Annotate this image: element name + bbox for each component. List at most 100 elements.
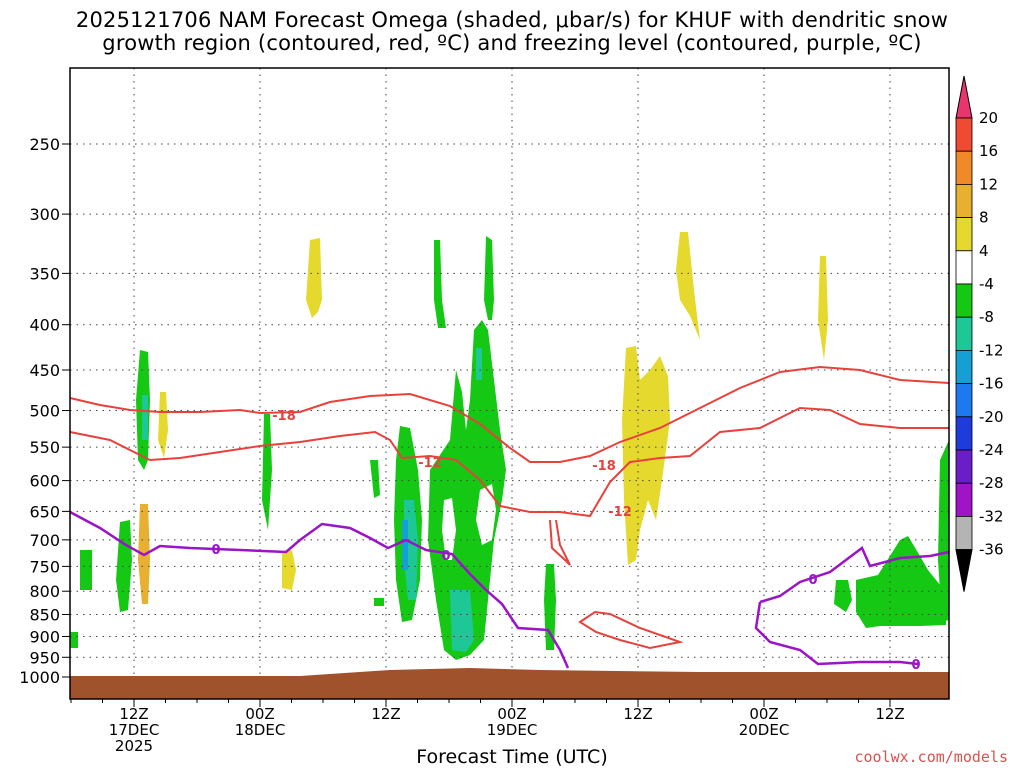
colorbar-label: -32 bbox=[979, 507, 1004, 525]
omega-region-11 bbox=[262, 414, 272, 530]
plot-frame bbox=[69, 67, 950, 700]
colorbar-label: 8 bbox=[979, 209, 989, 227]
omega-region-24 bbox=[450, 590, 474, 652]
y-tick-label: 350 bbox=[29, 264, 60, 283]
omega-region-26 bbox=[402, 520, 408, 570]
y-tick-label: 750 bbox=[29, 557, 60, 576]
dgz-contour-1 bbox=[69, 406, 949, 518]
colorbar-label: -16 bbox=[979, 375, 1004, 393]
colorbar-label: 4 bbox=[979, 242, 989, 260]
omega-region-9 bbox=[80, 550, 92, 590]
x-tick-label: 12Z bbox=[371, 705, 400, 723]
x-tick-label: 00Z bbox=[749, 705, 778, 723]
colorbar-label: -4 bbox=[979, 275, 994, 293]
dgz-label-2: -18 bbox=[592, 459, 616, 474]
colorbar-swatch-6 bbox=[955, 283, 973, 318]
dgz-contour-2 bbox=[549, 519, 571, 566]
freezing-label-2: 0 bbox=[808, 573, 817, 588]
x-tick-label: 2025 bbox=[115, 737, 153, 755]
dgz-label-0: -18 bbox=[272, 409, 296, 424]
omega-region-3 bbox=[676, 232, 700, 340]
x-tick-label: 12Z bbox=[119, 705, 148, 723]
colorbar-swatch-4 bbox=[955, 217, 973, 252]
omega-region-0 bbox=[306, 238, 322, 318]
y-tick-label: 650 bbox=[29, 502, 60, 521]
y-tick-label: 600 bbox=[29, 472, 60, 491]
y-tick-label: 900 bbox=[29, 627, 60, 646]
colorbar-swatch-8 bbox=[955, 349, 973, 384]
colorbar-swatch-5 bbox=[955, 250, 973, 285]
colorbar-label: -8 bbox=[979, 308, 994, 326]
freezing-contour-1 bbox=[759, 546, 950, 604]
y-tick-label: 250 bbox=[29, 135, 60, 154]
x-axis-title: Forecast Time (UTC) bbox=[416, 746, 608, 768]
omega-region-25 bbox=[476, 348, 482, 380]
x-tick-label: 18DEC bbox=[235, 721, 286, 739]
omega-region-4 bbox=[818, 256, 828, 360]
omega-region-27 bbox=[476, 484, 496, 545]
omega-region-10 bbox=[70, 632, 78, 648]
y-tick-label: 850 bbox=[29, 606, 60, 625]
x-tick-label: 12Z bbox=[623, 705, 652, 723]
colorbar-swatch-1 bbox=[955, 117, 973, 152]
chart-title-line-1: 2025121706 NAM Forecast Omega (shaded, μ… bbox=[75, 8, 949, 32]
colorbar-swatch-2 bbox=[955, 150, 973, 185]
omega-region-8 bbox=[116, 520, 132, 612]
credit-text: coolwx.com/models bbox=[854, 748, 1008, 766]
x-tick-label: 00Z bbox=[245, 705, 274, 723]
colorbar-swatch-12 bbox=[955, 482, 973, 517]
colorbar-label: 16 bbox=[979, 142, 998, 160]
omega-region-19 bbox=[938, 440, 949, 622]
omega-region-22 bbox=[142, 395, 148, 440]
dgz-label-3: -12 bbox=[608, 505, 632, 520]
colorbar-top-arrow bbox=[955, 75, 973, 119]
omega-shading bbox=[70, 232, 949, 660]
colorbar-swatch-13 bbox=[955, 516, 973, 551]
freezing-label-3: 0 bbox=[911, 658, 920, 673]
colorbar-swatch-10 bbox=[955, 416, 973, 451]
colorbar-label: -20 bbox=[979, 408, 1004, 426]
omega-region-15 bbox=[484, 236, 494, 320]
colorbar-label: -36 bbox=[979, 541, 1004, 559]
freezing-label-0: 0 bbox=[211, 543, 220, 558]
y-axis: 250 300 350 400 450 500 550 600 650 700 750 800 850 9… bbox=[19, 135, 70, 687]
colorbar-bottom-arrow bbox=[955, 549, 973, 592]
freezing-contour-2 bbox=[754, 601, 919, 666]
freezing-label-1: 0 bbox=[441, 549, 450, 564]
dgz-label-1: -12 bbox=[418, 456, 442, 471]
y-tick-label: 550 bbox=[29, 438, 60, 457]
colorbar-label: 12 bbox=[979, 175, 998, 193]
freezing-contour-0 bbox=[69, 510, 570, 669]
y-tick-label: 1000 bbox=[19, 668, 60, 687]
colorbar-swatch-7 bbox=[955, 316, 973, 351]
x-tick-label: 17DEC bbox=[109, 721, 160, 739]
x-tick-label: 12Z bbox=[875, 705, 904, 723]
omega-region-17 bbox=[428, 320, 506, 660]
colorbar-label: 20 bbox=[979, 109, 998, 127]
omega-region-2 bbox=[282, 550, 296, 590]
omega-region-28 bbox=[442, 498, 456, 560]
y-tick-label: 400 bbox=[29, 316, 60, 335]
colorbar-swatch-11 bbox=[955, 449, 973, 484]
y-tick-label: 300 bbox=[29, 205, 60, 224]
colorbar-label: -28 bbox=[979, 474, 1004, 492]
chart-title-line-2: growth region (contoured, red, ºC) and f… bbox=[102, 31, 922, 55]
dgz-contour-3 bbox=[578, 610, 684, 650]
omega-region-14 bbox=[434, 240, 446, 328]
grid-lines bbox=[70, 68, 949, 699]
omega-region-1 bbox=[158, 392, 168, 458]
x-tick-label: 00Z bbox=[497, 705, 526, 723]
omega-region-12 bbox=[370, 460, 380, 498]
y-tick-label: 700 bbox=[29, 531, 60, 550]
contours: -18 -12 -18 -12 0 0 0 0 bbox=[69, 365, 950, 673]
colorbar-label: -12 bbox=[979, 341, 1004, 359]
y-tick-label: 500 bbox=[29, 402, 60, 421]
omega-region-21 bbox=[856, 536, 946, 628]
y-tick-label: 800 bbox=[29, 582, 60, 601]
x-tick-label: 19DEC bbox=[487, 721, 538, 739]
x-tick-label: 20DEC bbox=[739, 721, 790, 739]
omega-region-18 bbox=[544, 564, 556, 650]
ground-layer bbox=[70, 668, 949, 699]
